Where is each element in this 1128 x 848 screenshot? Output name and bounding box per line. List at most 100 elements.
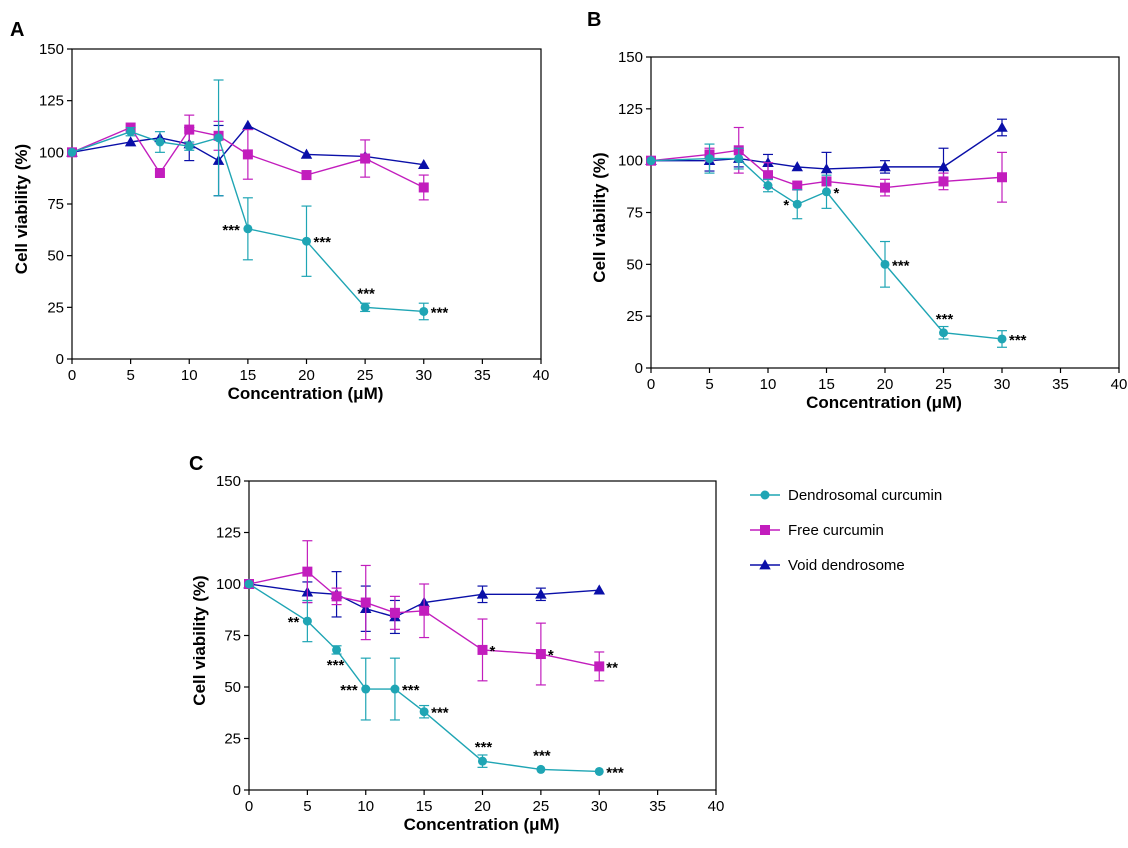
x-tick-label: 0 [68, 367, 76, 384]
significance-label: *** [606, 764, 624, 781]
legend-item-dendrosomal: Dendrosomal curcumin [750, 487, 942, 504]
x-tick-label: 10 [357, 798, 374, 815]
legend-item-free: Free curcumin [750, 522, 884, 539]
data-point-free [301, 170, 312, 181]
legend-item-void: Void dendrosome [750, 557, 905, 574]
data-point-void [937, 161, 950, 172]
data-point-void [300, 148, 313, 159]
x-tick-label: 30 [415, 367, 432, 384]
axes: 0 5 10 15 20 25 30 35 40 0 25 50 75 100 125 150 Concentr… [590, 49, 1127, 412]
data-point-free [360, 597, 371, 608]
y-tick-label: 125 [39, 93, 64, 110]
y-tick-label: 100 [216, 576, 241, 593]
x-axis-title: Concentration (μM) [806, 393, 962, 412]
data-point-free [418, 182, 429, 193]
y-axis-title: Cell viability (%) [12, 144, 31, 274]
data-point-void [476, 588, 489, 599]
significance-label: * [834, 185, 840, 202]
x-tick-label: 5 [705, 376, 713, 393]
y-tick-label: 150 [39, 41, 64, 58]
data-point-dendrosomal [763, 181, 773, 191]
x-tick-label: 5 [126, 367, 134, 384]
y-tick-label: 25 [224, 731, 241, 748]
data-point-free [360, 153, 371, 164]
data-point-void [418, 158, 430, 170]
data-point-dendrosomal [360, 302, 370, 312]
panel-letter: B [587, 9, 601, 31]
y-tick-label: 25 [47, 299, 64, 316]
data-point-dendrosomal [734, 154, 744, 164]
data-point-free [389, 607, 400, 618]
data-point-void [535, 588, 547, 599]
significance-label: *** [402, 682, 420, 699]
data-point-dendrosomal [243, 224, 253, 234]
x-tick-label: 35 [649, 798, 666, 815]
data-point-void [820, 163, 833, 174]
data-point-free [763, 170, 773, 181]
x-tick-label: 35 [474, 367, 491, 384]
data-point-free [154, 168, 165, 178]
significance-label: * [548, 647, 554, 664]
data-point-dendrosomal [302, 236, 311, 246]
x-axis-title: Concentration (μM) [404, 815, 560, 834]
data-point-free [242, 149, 253, 160]
data-point-dendrosomal [155, 137, 165, 147]
y-axis-title: Cell viability (%) [190, 575, 209, 705]
data-point-dendrosomal [419, 306, 429, 316]
series-dendrosomal: ******** ********* ****** [244, 579, 624, 781]
y-tick-label: 75 [224, 628, 241, 645]
significance-label: *** [475, 739, 493, 756]
data-point-dendrosomal [184, 141, 194, 151]
legend-label-dendrosomal: Dendrosomal curcumin [788, 487, 942, 504]
chart-panel-a: A 0 5 10 15 20 25 30 35 40 0 25 50 75 100 125 150 Concent… [10, 19, 549, 403]
y-tick-label: 0 [635, 360, 643, 377]
panel-letter: A [10, 19, 24, 41]
data-point-dendrosomal [822, 187, 831, 197]
data-point-void [762, 156, 774, 168]
data-point-void [242, 119, 254, 130]
x-tick-label: 15 [818, 376, 835, 393]
significance-label: *** [936, 311, 954, 328]
x-tick-label: 20 [474, 798, 491, 815]
x-tick-label: 25 [357, 367, 374, 384]
x-tick-label: 0 [647, 376, 655, 393]
y-tick-label: 150 [216, 473, 241, 490]
significance-label: *** [327, 657, 345, 674]
data-point-dendrosomal [997, 334, 1007, 344]
x-axis-title: Concentration (μM) [228, 384, 384, 403]
x-tick-label: 40 [1111, 376, 1128, 393]
x-tick-label: 15 [416, 798, 433, 815]
data-point-dendrosomal [67, 147, 77, 157]
data-point-dendrosomal [880, 259, 890, 269]
legend-marker-free [760, 525, 770, 535]
significance-label: *** [357, 285, 375, 302]
data-point-dendrosomal [594, 766, 604, 776]
data-point-free [535, 649, 546, 660]
legend-marker-void [759, 559, 771, 570]
y-tick-label: 50 [626, 256, 643, 273]
y-tick-label: 0 [56, 351, 64, 368]
data-point-void [593, 584, 605, 595]
y-tick-label: 75 [47, 196, 64, 213]
data-point-free [594, 661, 605, 672]
y-tick-label: 100 [618, 153, 643, 170]
x-tick-label: 0 [245, 798, 253, 815]
data-point-dendrosomal [361, 684, 371, 694]
y-tick-label: 0 [233, 782, 241, 799]
significance-label: * [783, 197, 789, 214]
data-point-dendrosomal [390, 684, 400, 694]
panel-letter: C [189, 453, 203, 475]
y-tick-label: 150 [618, 49, 643, 66]
data-point-free [792, 180, 803, 191]
x-tick-label: 20 [877, 376, 894, 393]
significance-label: ** [606, 659, 618, 676]
data-point-free [302, 566, 313, 577]
x-tick-label: 25 [533, 798, 550, 815]
data-point-void [996, 121, 1008, 132]
legend-marker-dendrosomal [760, 490, 770, 500]
chart-panel-c: C 0 5 10 15 20 25 30 35 40 0 25 50 75 100 125 150 Concent… [189, 453, 724, 834]
data-point-free [184, 124, 195, 135]
significance-label: * [490, 643, 496, 660]
significance-label: *** [431, 304, 449, 321]
